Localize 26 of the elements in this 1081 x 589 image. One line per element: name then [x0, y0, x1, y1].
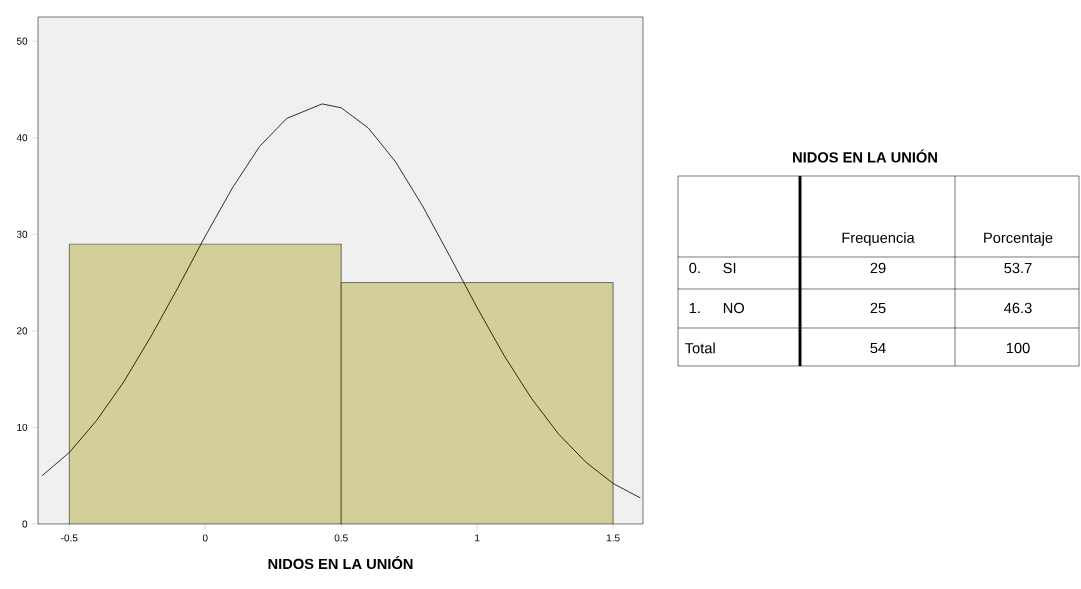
text: 1.: [689, 302, 700, 314]
x-tick-label: 1: [475, 534, 480, 542]
text: 25: [870, 302, 886, 314]
y-tick-label: 0: [22, 520, 28, 528]
text: 100: [1006, 342, 1030, 354]
text: Frequencia: [842, 232, 915, 246]
y-tick-label: 30: [16, 230, 28, 238]
text: SI: [723, 262, 736, 274]
text: 29: [870, 262, 886, 274]
text: NIDOS EN LA UNIÓN: [793, 149, 937, 163]
x-tick-label: 0: [202, 534, 208, 542]
x-axis-title: NIDOS EN LA UNIÓN: [268, 555, 413, 570]
x-tick-label: -0.5: [61, 534, 78, 542]
text: 53.7: [1004, 262, 1032, 274]
text: NO: [723, 302, 745, 314]
y-tick-label: 40: [16, 134, 28, 142]
text: 0.: [689, 262, 700, 274]
x-tick-label: 0.5: [334, 534, 348, 542]
y-tick-label: 10: [17, 423, 28, 431]
y-tick-label: 50: [16, 37, 28, 45]
text: Total: [685, 342, 715, 354]
x-tick-label: 1.5: [606, 534, 620, 542]
text: 54: [870, 342, 886, 354]
y-tick-label: 20: [16, 327, 28, 335]
text: Porcentaje: [984, 232, 1053, 246]
text: 46.3: [1004, 302, 1032, 314]
